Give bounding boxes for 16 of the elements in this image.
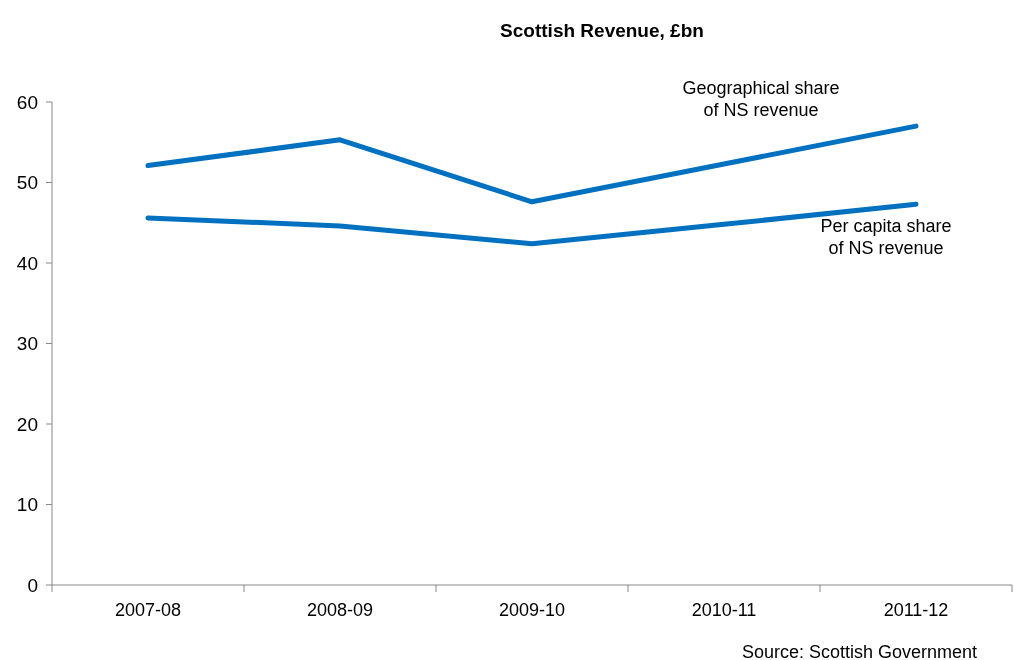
y-tick-label: 40	[16, 252, 38, 274]
y-tick-label: 60	[16, 91, 38, 113]
source-note: Source: Scottish Government	[741, 642, 977, 660]
y-tick-label: 50	[16, 172, 38, 194]
x-tick-label: 2009-10	[498, 600, 566, 620]
y-tick-label: 30	[16, 333, 38, 355]
chart-title: Scottish Revenue, £bn	[500, 20, 704, 41]
y-tick-label: 0	[27, 574, 38, 596]
series-label: Per capita share of NS revenue	[820, 216, 952, 259]
x-tick-label: 2007-08	[114, 600, 182, 620]
y-tick-label: 10	[16, 494, 38, 516]
series-label: Geographical share of NS revenue	[682, 78, 840, 121]
x-tick-label: 2011-12	[883, 600, 949, 620]
x-tick-label: 2010-11	[691, 600, 757, 620]
y-tick-label: 20	[16, 413, 38, 435]
x-tick-label: 2008-09	[306, 600, 374, 620]
